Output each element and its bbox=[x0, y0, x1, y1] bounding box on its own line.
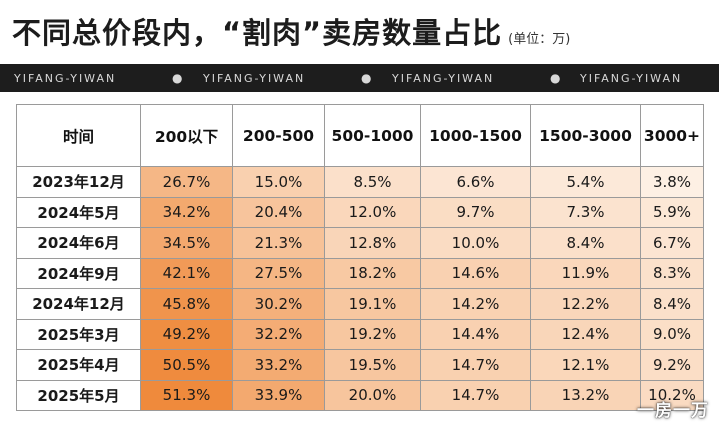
table-cell: 3.8% bbox=[640, 166, 704, 198]
table-row: 2025年4月 50.5% 33.2% 19.5% 14.7% 12.1% 9.2% bbox=[16, 349, 704, 381]
column-header: 1500-3000 bbox=[530, 104, 641, 167]
row-label: 2024年6月 bbox=[16, 227, 141, 259]
table-cell: 51.3% bbox=[140, 379, 233, 411]
table-row: 2024年6月 34.5% 21.3% 12.8% 10.0% 8.4% 6.7% bbox=[16, 227, 704, 259]
table-row: 2024年12月 45.8% 30.2% 19.1% 14.2% 12.2% 8.4% bbox=[16, 288, 704, 320]
column-header: 3000+ bbox=[640, 104, 704, 167]
table-cell: 9.0% bbox=[640, 318, 704, 350]
table-cell: 13.2% bbox=[530, 379, 641, 411]
banner-dot-icon: ● bbox=[550, 71, 563, 85]
row-label: 2023年12月 bbox=[16, 166, 141, 198]
table-cell: 14.2% bbox=[420, 288, 531, 320]
table-cell: 27.5% bbox=[232, 257, 325, 289]
banner-brand: YIFANG-YIWAN bbox=[392, 72, 495, 85]
table-cell: 45.8% bbox=[140, 288, 233, 320]
table-cell: 14.7% bbox=[420, 379, 531, 411]
header-row: 时间 200以下 200-500 500-1000 1000-1500 1500… bbox=[16, 104, 704, 167]
row-label: 2025年3月 bbox=[16, 318, 141, 350]
table-row: 2025年5月 51.3% 33.9% 20.0% 14.7% 13.2% 10.2% bbox=[16, 379, 704, 411]
table-cell: 49.2% bbox=[140, 318, 233, 350]
row-label: 2025年4月 bbox=[16, 349, 141, 381]
table-cell: 34.2% bbox=[140, 196, 233, 228]
table-cell: 20.0% bbox=[324, 379, 421, 411]
table-cell: 34.5% bbox=[140, 227, 233, 259]
table-cell: 21.3% bbox=[232, 227, 325, 259]
row-label: 2024年12月 bbox=[16, 288, 141, 320]
page-title: 不同总价段内，“割肉”卖房数量占比 bbox=[12, 16, 503, 50]
table-cell: 30.2% bbox=[232, 288, 325, 320]
table-cell: 50.5% bbox=[140, 349, 233, 381]
table-cell: 6.6% bbox=[420, 166, 531, 198]
row-label: 2024年5月 bbox=[16, 196, 141, 228]
banner-brand: YIFANG-YIWAN bbox=[14, 72, 117, 85]
table-cell: 5.9% bbox=[640, 196, 704, 228]
table-cell: 12.2% bbox=[530, 288, 641, 320]
table-cell: 19.5% bbox=[324, 349, 421, 381]
table-cell: 33.2% bbox=[232, 349, 325, 381]
table-cell: 15.0% bbox=[232, 166, 325, 198]
table-cell: 8.4% bbox=[530, 227, 641, 259]
table-cell: 12.1% bbox=[530, 349, 641, 381]
table-cell: 14.7% bbox=[420, 349, 531, 381]
table-cell: 14.6% bbox=[420, 257, 531, 289]
data-table-wrap: 时间 200以下 200-500 500-1000 1000-1500 1500… bbox=[16, 104, 704, 411]
table-cell: 12.8% bbox=[324, 227, 421, 259]
banner-brand: YIFANG-YIWAN bbox=[580, 72, 683, 85]
data-table: 时间 200以下 200-500 500-1000 1000-1500 1500… bbox=[16, 104, 704, 411]
table-row: 2025年3月 49.2% 32.2% 19.2% 14.4% 12.4% 9.0% bbox=[16, 318, 704, 350]
banner-brand: YIFANG-YIWAN bbox=[203, 72, 306, 85]
table-cell: 10.0% bbox=[420, 227, 531, 259]
brand-banner: YIFANG-YIWAN ● YIFANG-YIWAN ● YIFANG-YIW… bbox=[0, 64, 719, 92]
table-row: 2023年12月 26.7% 15.0% 8.5% 6.6% 5.4% 3.8% bbox=[16, 166, 704, 198]
row-label: 2024年9月 bbox=[16, 257, 141, 289]
table-body: 2023年12月 26.7% 15.0% 8.5% 6.6% 5.4% 3.8% 2024年5… bbox=[16, 166, 704, 411]
table-cell: 9.2% bbox=[640, 349, 704, 381]
table-cell: 10.2% bbox=[640, 379, 704, 411]
table-cell: 20.4% bbox=[232, 196, 325, 228]
watermark-logo: 一房一万 bbox=[637, 401, 709, 421]
table-cell: 12.0% bbox=[324, 196, 421, 228]
table-cell: 32.2% bbox=[232, 318, 325, 350]
title-row: 不同总价段内，“割肉”卖房数量占比 (单位：万) bbox=[12, 10, 712, 54]
banner-dot-icon: ● bbox=[172, 71, 185, 85]
column-header: 1000-1500 bbox=[420, 104, 531, 167]
table-row: 2024年9月 42.1% 27.5% 18.2% 14.6% 11.9% 8.3% bbox=[16, 257, 704, 289]
table-cell: 6.7% bbox=[640, 227, 704, 259]
table-cell: 11.9% bbox=[530, 257, 641, 289]
table-cell: 8.5% bbox=[324, 166, 421, 198]
table-cell: 18.2% bbox=[324, 257, 421, 289]
table-cell: 14.4% bbox=[420, 318, 531, 350]
table-cell: 9.7% bbox=[420, 196, 531, 228]
table-cell: 19.1% bbox=[324, 288, 421, 320]
column-header: 200-500 bbox=[232, 104, 325, 167]
table-row: 2024年5月 34.2% 20.4% 12.0% 9.7% 7.3% 5.9% bbox=[16, 196, 704, 228]
table-cell: 5.4% bbox=[530, 166, 641, 198]
column-header: 200以下 bbox=[140, 104, 233, 167]
unit-note: (单位：万) bbox=[508, 32, 571, 47]
table-cell: 26.7% bbox=[140, 166, 233, 198]
table-cell: 33.9% bbox=[232, 379, 325, 411]
table-cell: 8.3% bbox=[640, 257, 704, 289]
table-cell: 19.2% bbox=[324, 318, 421, 350]
row-label: 2025年5月 bbox=[16, 379, 141, 411]
column-header: 500-1000 bbox=[324, 104, 421, 167]
banner-dot-icon: ● bbox=[361, 71, 374, 85]
table-cell: 8.4% bbox=[640, 288, 704, 320]
column-header: 时间 bbox=[16, 104, 141, 167]
table-cell: 42.1% bbox=[140, 257, 233, 289]
table-cell: 12.4% bbox=[530, 318, 641, 350]
table-cell: 7.3% bbox=[530, 196, 641, 228]
